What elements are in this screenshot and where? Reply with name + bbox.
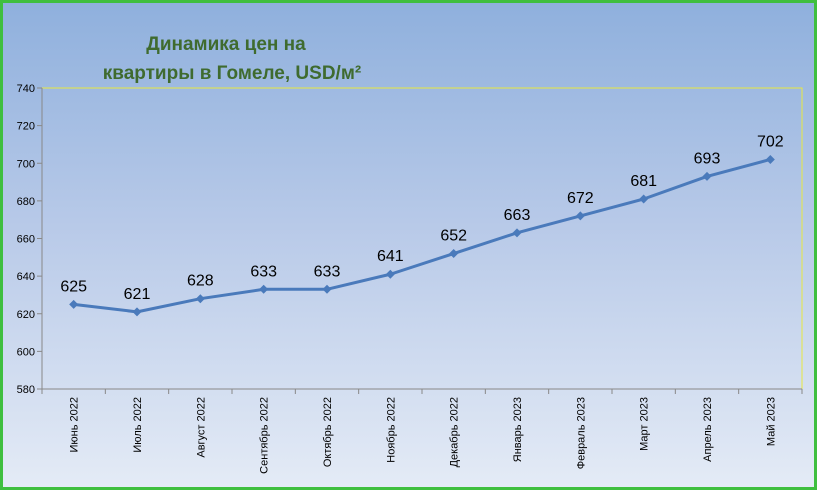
x-tick-label: Октябрь 2022	[322, 397, 334, 467]
x-tick-label: Май 2023	[765, 397, 777, 446]
data-label: 621	[124, 286, 151, 303]
y-tick-label: 580	[17, 384, 35, 396]
x-tick-label: Июль 2022	[132, 397, 144, 453]
x-tick-label: Декабрь 2022	[449, 397, 461, 467]
y-tick-label: 700	[17, 158, 35, 170]
x-tick-label: Август 2022	[195, 397, 207, 458]
data-point	[195, 294, 205, 304]
y-tick-label: 660	[17, 234, 35, 246]
x-tick-label: Сентябрь 2022	[259, 397, 271, 474]
data-label: 702	[757, 133, 784, 150]
x-tick-label: Июнь 2022	[69, 397, 81, 453]
axes: 580 600 620 640 660 680 700 720 740 Июнь 2022 Июль…	[17, 83, 803, 474]
data-label: 663	[504, 207, 531, 224]
data-point	[575, 211, 585, 221]
plot-area	[41, 87, 803, 390]
data-label: 625	[60, 278, 87, 295]
x-tick-label: Февраль 2023	[575, 397, 587, 469]
y-tick-label: 680	[17, 196, 35, 208]
data-label: 633	[250, 263, 277, 280]
y-tick-label: 620	[17, 309, 35, 321]
data-point	[132, 307, 142, 317]
y-tick-label: 600	[17, 346, 35, 358]
data-point	[322, 284, 332, 294]
x-tick-label: Январь 2023	[512, 397, 524, 462]
data-point	[69, 299, 79, 309]
y-tick-label: 740	[17, 83, 35, 95]
data-label: 628	[187, 273, 214, 290]
data-label: 681	[630, 173, 657, 190]
data-point	[765, 154, 775, 164]
y-tick-label: 720	[17, 121, 35, 133]
data-point	[385, 269, 395, 279]
series-line	[73, 158, 771, 314]
chart-title-line2: квартиры в Гомеле, USD/м²	[103, 63, 361, 84]
data-label: 672	[567, 190, 594, 207]
data-point	[259, 284, 269, 294]
data-point	[449, 249, 459, 259]
x-tick-label: Март 2023	[639, 397, 651, 451]
data-label: 652	[440, 228, 467, 245]
x-tick-label: Апрель 2023	[702, 397, 714, 462]
data-label: 633	[314, 263, 341, 280]
data-point	[639, 194, 649, 204]
data-point	[512, 228, 522, 238]
data-marks: 625 621 628 633 633 641 652 663 672 681 693 702	[60, 133, 784, 317]
data-label: 693	[694, 150, 721, 167]
data-label: 641	[377, 248, 404, 265]
data-point	[702, 171, 712, 181]
x-tick-label: Ноябрь 2022	[385, 397, 397, 463]
chart-title-line1: Динамика цен на	[146, 34, 306, 55]
y-tick-label: 640	[17, 271, 35, 283]
